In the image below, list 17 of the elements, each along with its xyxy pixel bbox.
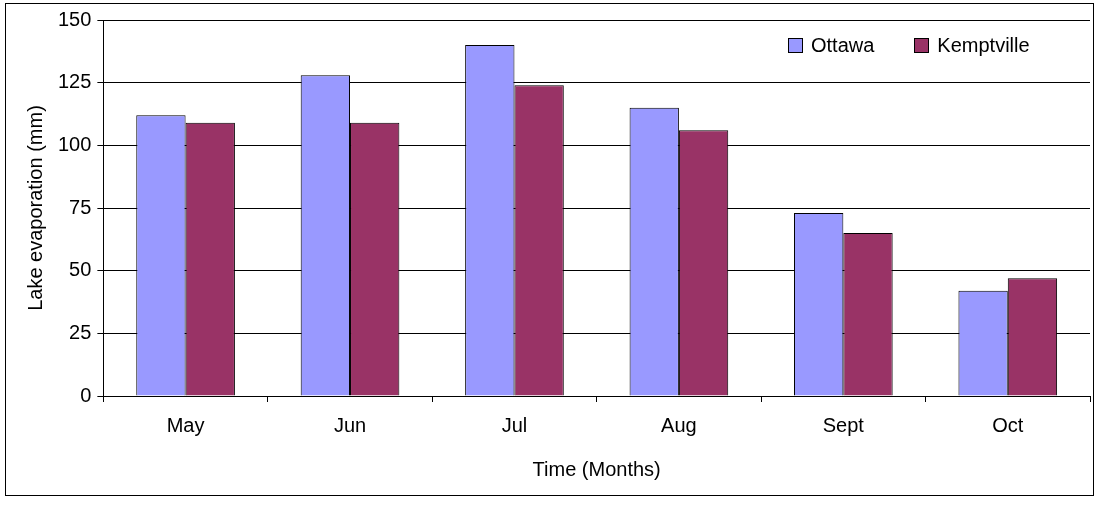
y-tick-label: 25 — [69, 320, 92, 343]
y-tick-label: 50 — [69, 258, 92, 281]
x-tick-label: Sept — [822, 413, 865, 436]
x-tick-label: Jul — [501, 413, 528, 436]
y-tick-label: 125 — [57, 70, 92, 93]
y-tick-label: 75 — [69, 195, 92, 218]
legend-label: Ottawa — [811, 34, 875, 57]
y-axis-title: Lake evaporation (mm) — [23, 105, 46, 311]
x-tick-label: Jun — [333, 413, 367, 436]
y-tick-label: 100 — [57, 132, 92, 155]
x-tick-label: May — [166, 413, 205, 436]
y-tick-label: 150 — [57, 7, 92, 30]
x-axis-title: Time (Months) — [532, 457, 661, 480]
legend-label: Kemptville — [937, 34, 1030, 57]
x-tick-label: Oct — [992, 413, 1024, 436]
y-tick-label: 0 — [80, 383, 92, 406]
x-tick-label: Aug — [661, 413, 697, 436]
